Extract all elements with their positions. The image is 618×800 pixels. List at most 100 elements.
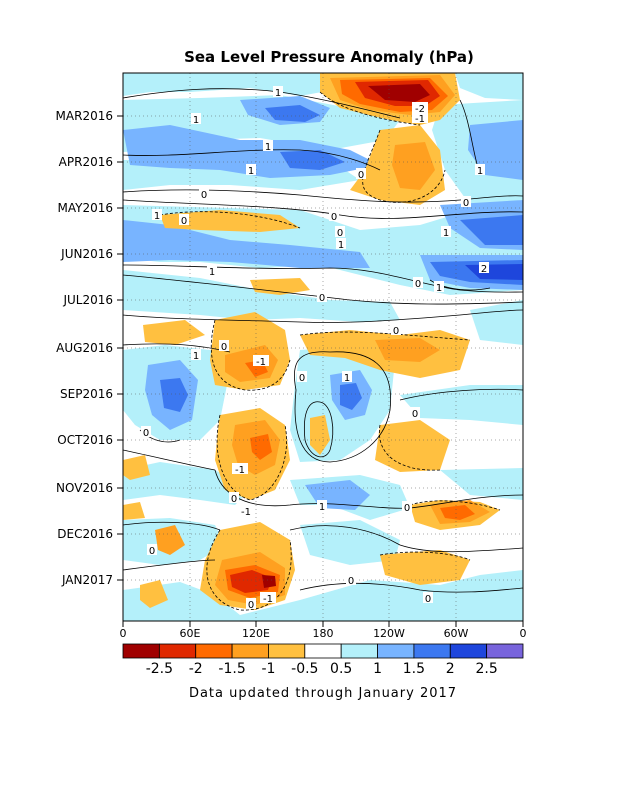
y-tick-label: MAR2016 <box>56 109 113 123</box>
contour-label: 1 <box>275 88 281 99</box>
colorbar-swatch <box>304 643 342 659</box>
y-tick-label: NOV2016 <box>56 481 113 495</box>
contour-label-bg <box>246 598 256 609</box>
colorbar-swatch <box>231 643 269 659</box>
contour-label-bg <box>336 238 346 249</box>
colorbar-label: 2 <box>446 661 455 677</box>
contour-label-bg <box>342 371 352 382</box>
contour-label: 1 <box>209 267 215 278</box>
colorbar-label: 2.5 <box>476 661 498 677</box>
contour-label: 0 <box>149 546 155 557</box>
contour-label: 0 <box>358 170 364 181</box>
contour-label-bg <box>329 210 339 221</box>
contour-label: 1 <box>443 228 449 239</box>
contour-label: -1 <box>235 465 245 476</box>
contour-label-bg <box>423 592 433 603</box>
colorbar-label: -1.5 <box>218 661 245 677</box>
contour-label: 1 <box>477 166 483 177</box>
contour-label-bg <box>207 265 217 276</box>
x-axis: 0 60E 120E 180 120W 60W 0 <box>120 621 527 640</box>
contour-label: 1 <box>436 283 442 294</box>
y-tick-label: MAY2016 <box>58 201 114 215</box>
colorbar: -2.5 -2 -1.5 -1 -0.5 0.5 1 1.5 2 2.5 <box>122 643 524 677</box>
contour-label: 0 <box>319 293 325 304</box>
contour-label-bg <box>434 281 444 292</box>
y-axis: MAR2016 APR2016 MAY2016 JUN2016 JUL2016 AUG20… <box>56 109 123 587</box>
contour-label: 0 <box>248 600 254 611</box>
contour-label-bg <box>475 164 485 175</box>
contour-label-bg <box>410 407 420 418</box>
y-tick-label: AUG2016 <box>56 341 113 355</box>
contour-label-bg <box>191 349 201 360</box>
contour-label: 0 <box>425 594 431 605</box>
contour-label: 1 <box>338 240 344 251</box>
contour-label-bg <box>141 426 151 437</box>
contour-label: 2 <box>481 264 487 275</box>
chart-title: Sea Level Pressure Anomaly (hPa) <box>184 48 474 66</box>
contour-label: 0 <box>348 576 354 587</box>
contour-label: 0 <box>331 212 337 223</box>
contour-label-bg <box>335 226 345 237</box>
contour-label-bg <box>412 112 428 123</box>
contour-label-bg <box>356 168 366 179</box>
contour-label: 0 <box>231 494 237 505</box>
contour-label-bg <box>199 188 209 199</box>
colorbar-label: -1 <box>261 661 275 677</box>
contour-label: 1 <box>154 211 160 222</box>
colorbar-swatch <box>340 643 378 659</box>
contour-label: 1 <box>193 351 199 362</box>
colorbar-label: -0.5 <box>291 661 318 677</box>
contour-label: -1 <box>263 594 273 605</box>
contour-label: 0 <box>337 228 343 239</box>
contour-label-bg <box>273 86 283 97</box>
colorbar-label: 1.5 <box>403 661 425 677</box>
y-tick-label: JAN2017 <box>61 573 113 587</box>
y-tick-label: APR2016 <box>59 155 113 169</box>
y-tick-label: SEP2016 <box>60 387 113 401</box>
x-tick-label: 0 <box>120 627 127 640</box>
colorbar-swatch <box>486 643 524 659</box>
contour-label-bg <box>402 501 412 512</box>
contour-label-bg <box>191 113 201 124</box>
colorbar-swatch <box>449 643 488 659</box>
contour-label-bg <box>260 592 276 603</box>
y-tick-label: JUN2016 <box>60 247 113 261</box>
contour-label: 1 <box>248 166 254 177</box>
x-tick-label: 120W <box>373 627 405 640</box>
contour-label-bg <box>413 277 423 288</box>
contour-label-bg <box>441 226 451 237</box>
contour-label-bg <box>238 505 254 516</box>
contour-label-bg <box>232 463 248 474</box>
colorbar-swatch <box>268 643 306 659</box>
contour-label-bg <box>253 355 269 366</box>
contour-label: 0 <box>299 373 305 384</box>
anomaly-field <box>123 73 523 621</box>
contour-label-bg <box>263 140 273 151</box>
x-tick-label: 120E <box>242 627 270 640</box>
contour-label: 0 <box>181 216 187 227</box>
contour-label: 0 <box>201 190 207 201</box>
colorbar-label: -2 <box>189 661 203 677</box>
contour-label-bg <box>479 262 489 273</box>
contour-label: 0 <box>393 326 399 337</box>
y-tick-label: OCT2016 <box>57 433 113 447</box>
contour-label: 1 <box>344 373 350 384</box>
contour-label-bg <box>461 196 471 207</box>
colorbar-swatch <box>158 643 197 659</box>
contour-label-bg <box>297 371 307 382</box>
colorbar-swatch <box>195 643 233 659</box>
x-tick-label: 180 <box>313 627 334 640</box>
contour-label-bg <box>147 544 157 555</box>
contour-label: -1 <box>415 114 425 125</box>
contour-label-bg <box>229 492 239 503</box>
y-tick-label: JUL2016 <box>62 293 113 307</box>
contour-label-bg <box>246 164 256 175</box>
colorbar-label: 1 <box>373 661 382 677</box>
contour-label: 0 <box>463 198 469 209</box>
contour-label: 0 <box>404 503 410 514</box>
x-tick-label: 60W <box>444 627 469 640</box>
chart-footer: Data updated through January 2017 <box>189 686 457 701</box>
contour-label: 0 <box>143 428 149 439</box>
contour-label: 1 <box>319 502 325 513</box>
